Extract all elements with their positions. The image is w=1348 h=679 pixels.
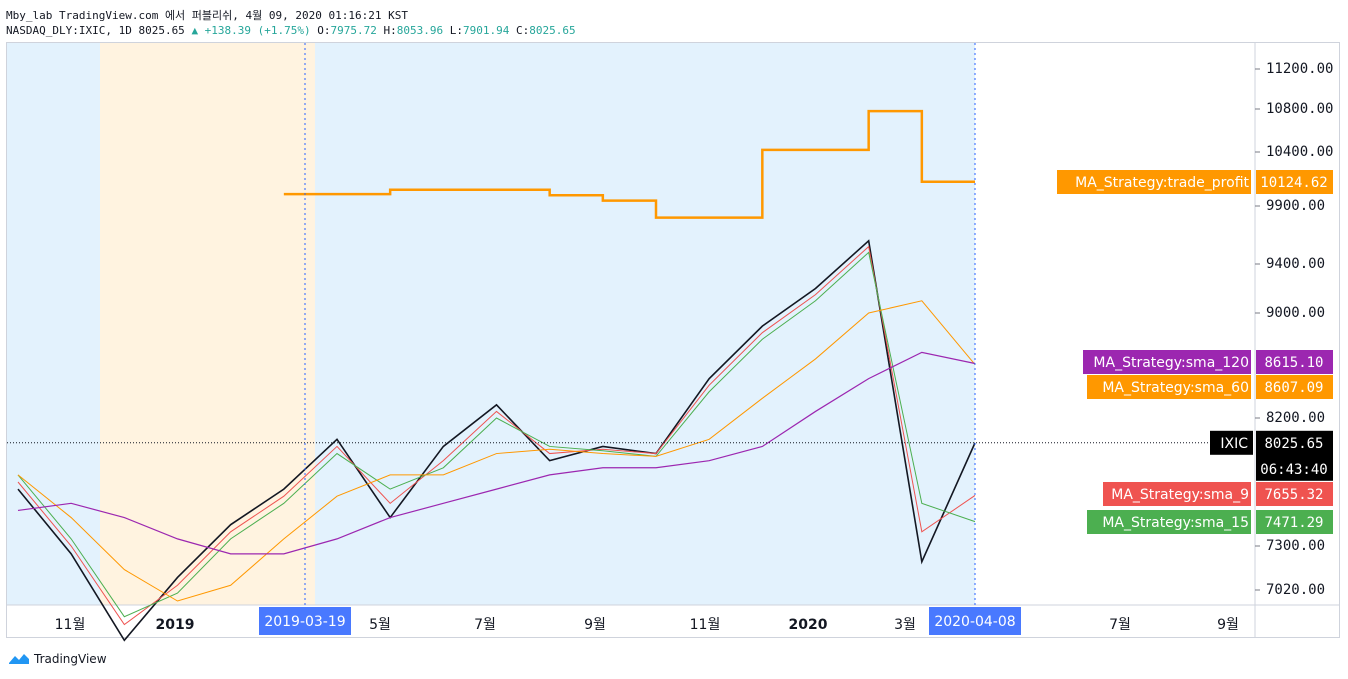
date-marker-label: 2020-04-08: [934, 614, 1015, 630]
series-value-label: 8607.09: [1264, 380, 1323, 396]
series-line-ma-strategy-sma-15: [17, 251, 976, 618]
series-name-tag: [1103, 482, 1251, 506]
y-tick-label: 10800.00: [1266, 101, 1333, 117]
series-line-ma-strategy-sma-120: [17, 351, 976, 555]
series-line-ixic: [17, 239, 976, 642]
series-value-label: 7471.29: [1264, 515, 1323, 531]
high-value: 8053.96: [396, 24, 444, 37]
open-value: 7975.72: [330, 24, 377, 37]
tradingview-logo-icon: [9, 654, 29, 664]
series-value-tag: [1256, 170, 1333, 194]
series-name-label: MA_Strategy:trade_profit: [1075, 175, 1249, 191]
series-value-label: 8615.10: [1264, 355, 1323, 371]
y-tick-label: 11200.00: [1266, 61, 1333, 77]
x-tick-label: 2019: [156, 617, 195, 633]
series-value-tag: [1256, 350, 1333, 374]
x-tick-label: 11월: [690, 617, 721, 633]
y-tick-label: 10400.00: [1266, 144, 1333, 160]
series-value-label: 7655.32: [1264, 487, 1323, 503]
publish-info: Mby_lab TradingView.com 에서 퍼블리쉬, 4월 09, …: [6, 9, 408, 22]
x-tick-label: 9월: [584, 617, 606, 633]
date-marker-label: 2019-03-19: [264, 614, 345, 630]
x-tick-label: 7월: [1109, 617, 1131, 633]
close-label: C:: [515, 24, 530, 37]
high-label: H:: [383, 24, 397, 37]
x-tick-label: 7월: [474, 617, 496, 633]
series-name-label: MA_Strategy:sma_15: [1102, 515, 1249, 531]
last-price-name: IXIC: [1220, 436, 1248, 452]
series-line-ma-strategy-sma-9: [17, 245, 976, 626]
x-tick-label: 11월: [55, 617, 86, 633]
y-tick-label: 9000.00: [1266, 305, 1325, 321]
y-tick-label: 7020.00: [1266, 582, 1325, 598]
y-tick-label: 8200.00: [1266, 410, 1325, 426]
date-marker-badge: [259, 607, 351, 635]
last-price-value-tag: [1256, 430, 1333, 481]
series-value-tag: [1256, 375, 1333, 399]
symbol-label: NASDAQ_DLY:IXIC, 1D 8025.65: [6, 24, 185, 37]
series-line-ma-strategy-sma-60: [17, 300, 976, 602]
chart-frame: [6, 42, 1340, 638]
series-value-label: 10124.62: [1260, 175, 1327, 191]
series-name-label: MA_Strategy:sma_120: [1093, 355, 1249, 371]
low-label: L:: [449, 24, 463, 37]
y-tick-label: 9400.00: [1266, 256, 1325, 272]
y-tick-label: 7300.00: [1266, 538, 1325, 554]
tradingview-brand: TradingView: [34, 652, 107, 666]
series-name-label: MA_Strategy:sma_9: [1111, 487, 1249, 503]
close-value: 8025.65: [529, 24, 576, 37]
tradingview-footer[interactable]: TradingView: [8, 652, 107, 666]
series-name-tag: [1087, 375, 1251, 399]
y-tick-label: 9900.00: [1266, 198, 1325, 214]
x-tick-label: 3월: [894, 617, 916, 633]
last-price-name-tag: [1210, 430, 1253, 455]
open-label: O:: [317, 24, 331, 37]
series-line-ma-strategy-trade-profit: [283, 109, 975, 219]
series-name-tag: [1057, 170, 1251, 194]
x-tick-label: 5월: [369, 617, 391, 633]
background-orange-zone: [100, 43, 315, 605]
x-tick-label: 9월: [1217, 617, 1239, 633]
series-name-label: MA_Strategy:sma_60: [1102, 380, 1249, 396]
last-price-timer: 06:43:40: [1260, 462, 1327, 478]
series-value-tag: [1256, 510, 1333, 534]
series-name-tag: [1083, 350, 1251, 374]
low-value: 7901.94: [463, 24, 510, 37]
date-marker-badge: [929, 607, 1021, 635]
series-name-tag: [1087, 510, 1251, 534]
change-value: ▲ +138.39 (+1.75%): [191, 24, 311, 37]
symbol-legend: NASDAQ_DLY:IXIC, 1D 8025.65 ▲ +138.39 (+…: [6, 24, 576, 37]
last-price-value: 8025.65: [1264, 436, 1323, 452]
x-tick-label: 2020: [789, 617, 828, 633]
series-value-tag: [1256, 482, 1333, 506]
